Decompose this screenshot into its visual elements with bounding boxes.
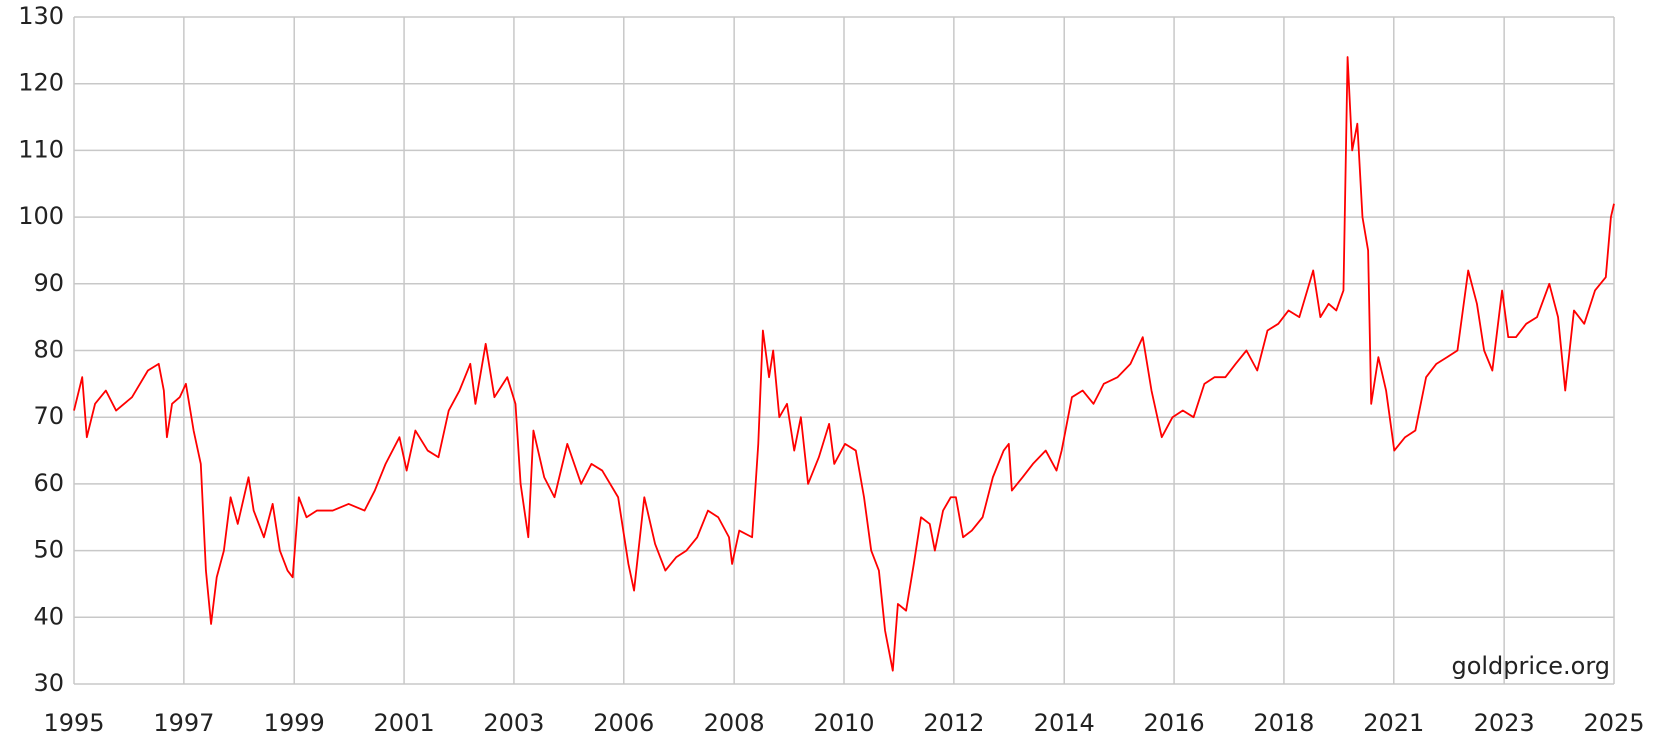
series-line bbox=[73, 56, 1615, 672]
y-tick-label: 80 bbox=[33, 336, 64, 364]
y-tick-label: 110 bbox=[18, 135, 64, 163]
y-tick-label: 40 bbox=[33, 602, 64, 630]
x-tick-label: 1995 bbox=[43, 709, 104, 737]
y-tick-label: 100 bbox=[18, 202, 64, 230]
x-tick-label: 1997 bbox=[153, 709, 214, 737]
x-tick-label: 2023 bbox=[1474, 709, 1535, 737]
y-tick-label: 70 bbox=[33, 402, 64, 430]
x-tick-label: 2014 bbox=[1034, 709, 1095, 737]
x-tick-label: 2003 bbox=[483, 709, 544, 737]
y-tick-label: 50 bbox=[33, 536, 64, 564]
x-tick-label: 1999 bbox=[264, 709, 325, 737]
y-tick-label: 120 bbox=[18, 69, 64, 97]
x-tick-label: 2001 bbox=[374, 709, 435, 737]
x-tick-label: 2006 bbox=[593, 709, 654, 737]
y-tick-label: 130 bbox=[18, 2, 64, 30]
x-tick-label: 2012 bbox=[923, 709, 984, 737]
x-tick-label: 2008 bbox=[704, 709, 765, 737]
x-tick-label: 2010 bbox=[813, 709, 874, 737]
y-tick-label: 90 bbox=[33, 269, 64, 297]
x-tick-label: 2018 bbox=[1253, 709, 1314, 737]
y-tick-label: 30 bbox=[33, 669, 64, 697]
x-tick-label: 2016 bbox=[1144, 709, 1205, 737]
x-tick-label: 2025 bbox=[1583, 709, 1644, 737]
y-tick-label: 60 bbox=[33, 469, 64, 497]
x-tick-label: 2021 bbox=[1363, 709, 1424, 737]
source-annotation: goldprice.org bbox=[1451, 652, 1610, 680]
